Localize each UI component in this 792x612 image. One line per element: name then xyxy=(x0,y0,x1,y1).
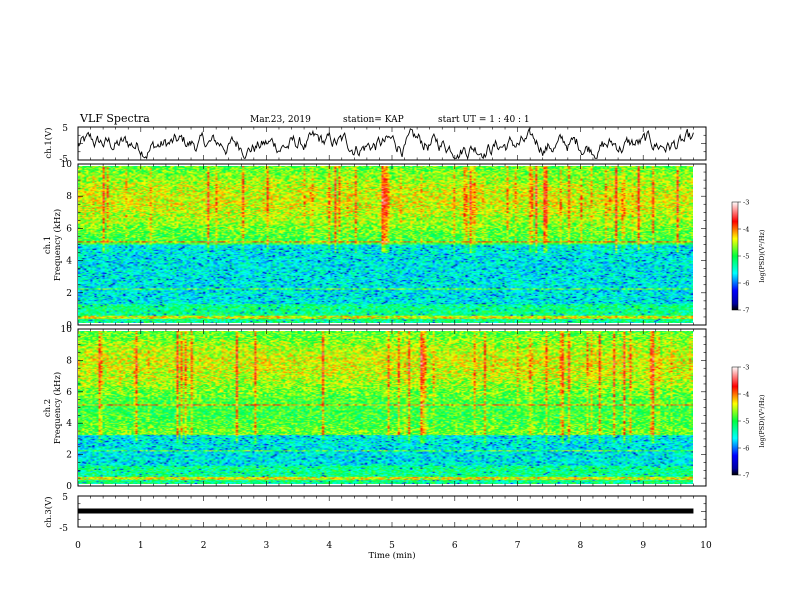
ch1-colorbar-label: log(PSD)(V²/Hz) xyxy=(758,229,766,282)
ch1-frequency-label: Frequency (kHz) xyxy=(52,209,63,281)
colorbar-tick-label: -3 xyxy=(743,364,749,372)
freq-tick-label: 6 xyxy=(66,224,72,234)
ch2-colorbar-ticks: -3 -4 -5 -6 -7 xyxy=(738,364,749,480)
freq-tick-label: 6 xyxy=(66,388,72,398)
ch1-colorbar-ticks: -3 -4 -5 -6 -7 xyxy=(738,199,749,315)
ch2-colorbar xyxy=(731,366,739,476)
colorbar-tick-label: -6 xyxy=(743,445,749,453)
ch1-ytick-top: 5 xyxy=(62,124,68,134)
freq-tick-label: 0 xyxy=(66,482,72,492)
freq-tick-label: 0 xyxy=(66,321,72,331)
ch2-colorbar-label: log(PSD)(V²/Hz) xyxy=(758,394,766,447)
ch3-ytick-top: 5 xyxy=(62,493,68,503)
freq-tick-label: 2 xyxy=(66,451,72,461)
x-tick-label: 3 xyxy=(264,541,270,551)
colorbar-tick-label: -5 xyxy=(743,418,749,426)
freq-tick-label: 8 xyxy=(66,356,72,366)
x-tick-label: 5 xyxy=(389,541,395,551)
x-tick-label: 2 xyxy=(201,541,207,551)
x-tick-label: 1 xyxy=(138,541,144,551)
x-tick-label: 0 xyxy=(75,541,81,551)
colorbar-tick-label: -7 xyxy=(743,472,749,480)
x-tick-label: 4 xyxy=(326,541,332,551)
ch1-colorbar xyxy=(731,201,739,311)
freq-tick-label: 4 xyxy=(66,257,72,267)
ch2-spectrogram-image xyxy=(78,331,693,484)
colorbar-tick-label: -6 xyxy=(743,280,749,288)
ch1-spectrogram-image xyxy=(78,166,693,323)
ch1-channel-label: ch.1 xyxy=(43,236,53,254)
station-label: station= KAP xyxy=(343,115,404,125)
ch3-ytick-bottom: -5 xyxy=(59,524,68,534)
ch2-freq-tick-labels: 0 2 4 6 8 10 xyxy=(61,325,73,492)
date-label: Mar.23, 2019 xyxy=(250,115,311,125)
ch1-ylabel: ch.1(V) xyxy=(43,127,54,158)
colorbar-tick-label: -4 xyxy=(743,391,749,399)
x-tick-label: 8 xyxy=(578,541,584,551)
colorbar-tick-label: -7 xyxy=(743,307,749,315)
ch1-ytick-bottom: -5 xyxy=(59,155,68,165)
x-tick-label: 6 xyxy=(452,541,458,551)
colorbar-tick-label: -4 xyxy=(743,226,749,234)
axis-ticks xyxy=(77,126,707,528)
freq-tick-label: 4 xyxy=(66,419,72,429)
colorbar-tick-label: -3 xyxy=(743,199,749,207)
start-time-label: start UT = 1 : 40 : 1 xyxy=(438,115,530,125)
freq-tick-label: 10 xyxy=(61,160,73,170)
x-tick-label: 7 xyxy=(515,541,521,551)
ch1-waveform-trace xyxy=(77,127,694,160)
ch3-ylabel: ch.3(V) xyxy=(43,496,54,527)
ch2-channel-label: ch.2 xyxy=(43,399,53,417)
freq-tick-label: 10 xyxy=(61,325,73,335)
freq-tick-label: 8 xyxy=(66,192,72,202)
figure-title: VLF Spectra xyxy=(79,112,150,125)
freq-tick-label: 2 xyxy=(66,289,72,299)
x-tick-label: 9 xyxy=(640,541,646,551)
x-tick-label: 10 xyxy=(700,541,712,551)
colorbar-tick-label: -5 xyxy=(743,253,749,261)
ch2-frequency-label: Frequency (kHz) xyxy=(52,372,63,444)
ch1-freq-tick-labels: 0 2 4 6 8 10 xyxy=(61,160,73,331)
x-axis-label: Time (min) xyxy=(368,550,415,561)
x-tick-labels: 0 1 2 3 4 5 6 7 8 9 10 xyxy=(75,541,712,551)
